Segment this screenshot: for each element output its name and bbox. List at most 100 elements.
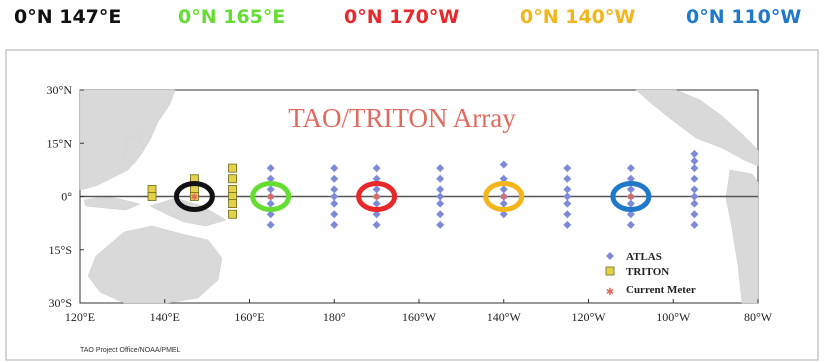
landmasses	[79, 89, 759, 304]
atlas-mooring	[266, 174, 275, 183]
atlas-mooring	[626, 174, 635, 183]
lon-tick-label: 120°E	[65, 310, 95, 324]
atlas-mooring	[690, 199, 699, 208]
atlas-mooring	[563, 199, 572, 208]
atlas-mooring	[690, 174, 699, 183]
atlas-mooring	[266, 185, 275, 194]
triton-mooring	[228, 163, 237, 173]
site-label-0n-170w: 0°N 170°W	[344, 6, 460, 28]
atlas-mooring	[626, 185, 635, 194]
atlas-mooring	[436, 220, 445, 229]
legend-atlas-symbol	[606, 252, 614, 260]
new-guinea	[149, 197, 227, 227]
philippines-islands	[123, 133, 145, 165]
triton-mooring	[147, 192, 157, 201]
legend: ATLAS TRITON ✱ Current Meter	[605, 251, 696, 298]
highlight-circle	[356, 181, 398, 212]
atlas-mooring	[499, 199, 508, 208]
legend-current-meter-label: Current Meter	[626, 284, 696, 296]
site-labels: 0°N 147°E 0°N 165°E 0°N 170°W 0°N 140°W …	[0, 0, 826, 40]
lon-tick-label: 120°W	[571, 310, 606, 324]
current-meter: ✱	[627, 193, 635, 203]
atlas-mooring	[436, 185, 445, 194]
legend-triton-label: TRITON	[626, 266, 669, 278]
lat-tick-label: 30°S	[49, 296, 72, 310]
atlas-mooring	[372, 210, 381, 219]
current-meter: ✱	[191, 193, 199, 203]
lon-tick-label: 100°W	[656, 310, 691, 324]
atlas-mooring	[436, 164, 445, 173]
atlas-mooring	[499, 174, 508, 183]
atlas-mooring	[266, 192, 275, 201]
atlas-mooring	[330, 164, 339, 173]
highlight-circle	[250, 181, 292, 212]
atlas-mooring	[690, 164, 699, 173]
atlas-mooring	[330, 174, 339, 183]
central-america	[635, 89, 759, 167]
atlas-mooring	[690, 210, 699, 219]
atlas-mooring	[626, 220, 635, 229]
atlas-mooring	[499, 160, 508, 169]
atlas-mooring	[266, 220, 275, 229]
atlas-mooring	[436, 174, 445, 183]
atlas-mooring	[499, 210, 508, 219]
triton-mooring	[228, 199, 237, 209]
atlas-mooring	[690, 157, 699, 165]
site-label-0n-110w: 0°N 110°W	[686, 6, 802, 28]
atlas-mooring	[626, 192, 635, 201]
lon-tick-label: 140°E	[150, 310, 180, 324]
lon-tick-label: 180°	[323, 310, 346, 324]
atlas-mooring	[372, 174, 381, 183]
current-meter: ✱	[373, 193, 381, 203]
current-meter: ✱	[500, 193, 508, 203]
australia	[87, 225, 223, 304]
atlas-mooring	[436, 199, 445, 208]
triton-mooring	[228, 209, 237, 219]
lon-tick-label: 140°W	[487, 310, 522, 324]
atlas-mooring	[563, 192, 572, 201]
lat-tick-label: 30°N	[47, 83, 73, 97]
lat-tick-label: 15°S	[49, 243, 72, 257]
current-meter: ✱	[267, 193, 275, 203]
highlight-circles	[173, 181, 652, 212]
atlas-mooring	[690, 220, 699, 229]
atlas-mooring	[690, 149, 699, 158]
legend-atlas-label: ATLAS	[626, 251, 662, 263]
site-label-0n-140w: 0°N 140°W	[520, 6, 636, 28]
atlas-mooring	[436, 210, 445, 219]
lon-tick-label: 160°W	[402, 310, 437, 324]
atlas-mooring	[330, 185, 339, 194]
highlight-circle	[483, 181, 525, 212]
atlas-mooring	[266, 210, 275, 219]
map-title: TAO/TRITON Array	[288, 103, 516, 133]
atlas-mooring	[499, 185, 508, 194]
atlas-mooring	[372, 185, 381, 194]
atlas-mooring	[626, 199, 635, 208]
lon-tick-label: 160°E	[234, 310, 264, 324]
atlas-mooring	[563, 185, 572, 194]
atlas-mooring	[563, 164, 572, 173]
atlas-mooring	[690, 192, 699, 201]
legend-current-meter-symbol: ✱	[606, 287, 614, 298]
lat-tick-label: 0°	[61, 190, 72, 204]
atlas-mooring	[372, 164, 381, 173]
mooring-markers: ✱ ✱ ✱ ✱ ✱	[147, 149, 699, 229]
site-label-0n-147e: 0°N 147°E	[14, 6, 122, 28]
atlas-mooring	[330, 210, 339, 219]
site-label-0n-165e: 0°N 165°E	[178, 6, 286, 28]
atlas-mooring	[266, 199, 275, 208]
atlas-mooring	[266, 164, 275, 173]
atlas-mooring	[372, 199, 381, 208]
atlas-mooring	[330, 199, 339, 208]
lon-tick-label: 80°W	[744, 310, 773, 324]
atlas-mooring	[626, 210, 635, 219]
atlas-mooring	[563, 220, 572, 229]
atlas-mooring	[330, 220, 339, 229]
legend-triton-symbol	[605, 266, 615, 276]
atlas-mooring	[626, 164, 635, 173]
atlas-mooring	[563, 210, 572, 219]
atlas-mooring	[372, 192, 381, 201]
atlas-mooring	[499, 192, 508, 201]
